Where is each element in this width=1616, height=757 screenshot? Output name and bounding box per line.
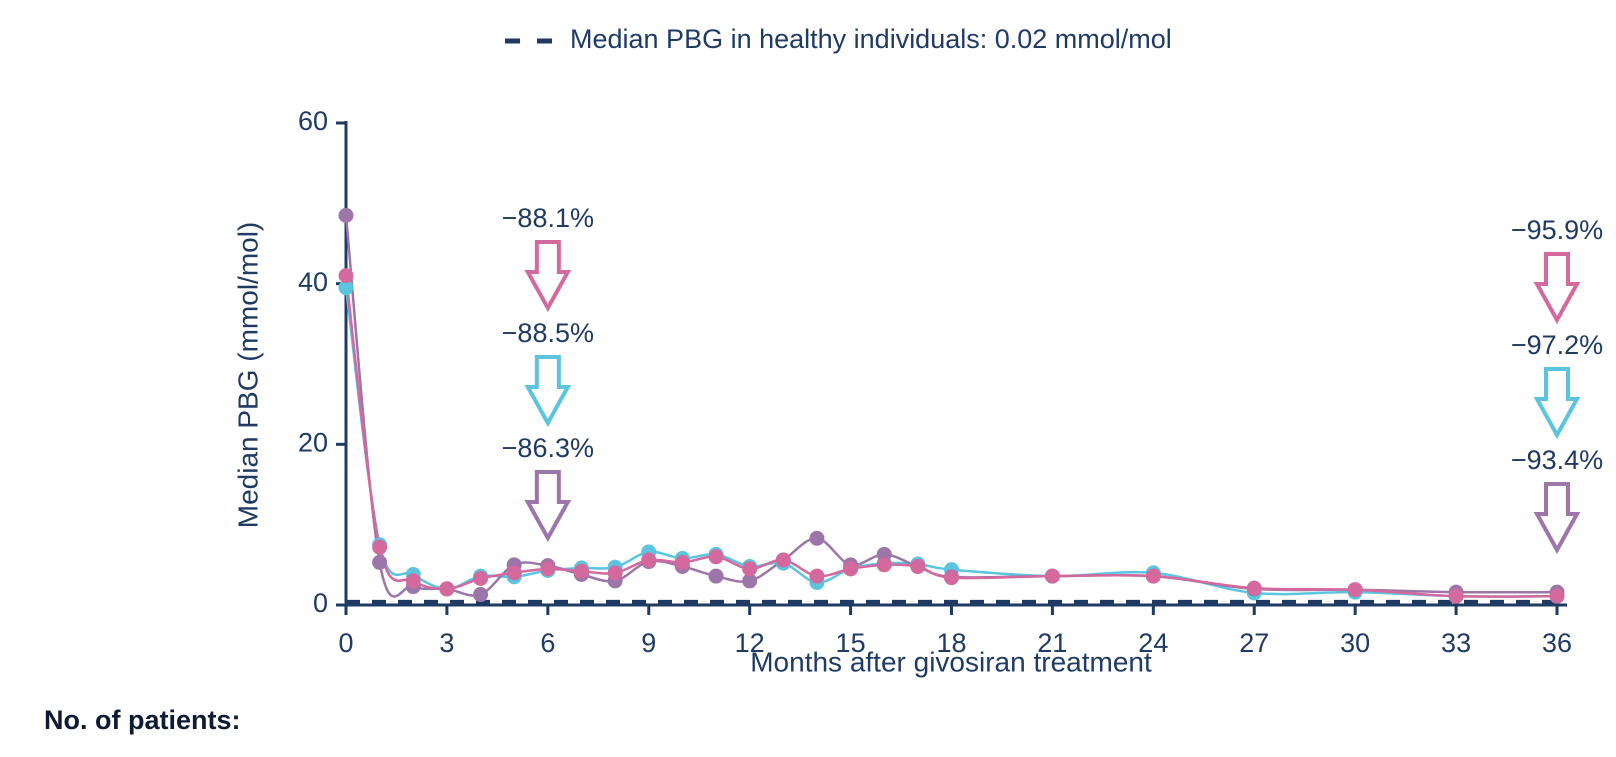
- x-tick-label: 12: [735, 628, 765, 658]
- data-point: [573, 563, 589, 579]
- series-line: [344, 275, 1558, 598]
- data-point: [506, 565, 522, 581]
- annotation-label: −95.9%: [1511, 215, 1603, 245]
- y-tick-label: 20: [298, 427, 328, 457]
- data-point: [775, 552, 791, 568]
- x-tick-label: 30: [1340, 628, 1370, 658]
- y-tick-label: 0: [313, 588, 328, 618]
- data-point: [809, 530, 825, 546]
- legend-label: Median PBG in healthy individuals: 0.02 …: [570, 24, 1172, 54]
- data-point: [708, 568, 724, 584]
- data-point: [674, 554, 690, 570]
- y-axis-title: Median PBG (mmol/mol): [232, 222, 263, 529]
- annotation-label: −88.5%: [502, 318, 594, 348]
- x-tick-label: 33: [1441, 628, 1471, 658]
- data-point: [1246, 580, 1262, 596]
- data-point: [338, 268, 354, 284]
- data-point: [809, 568, 825, 584]
- data-point: [1145, 568, 1161, 584]
- data-point: [843, 561, 859, 577]
- annotation-arrow: [524, 470, 572, 543]
- data-point: [742, 573, 758, 589]
- data-point: [910, 558, 926, 574]
- x-axis-title: Months after givosiran treatment: [750, 646, 1152, 677]
- x-tick-label: 21: [1037, 628, 1067, 658]
- annotation-label: −93.4%: [1511, 445, 1603, 475]
- data-point: [439, 581, 455, 597]
- annotation-arrow: [524, 240, 572, 313]
- data-point: [1448, 588, 1464, 604]
- x-tick-label: 6: [540, 628, 555, 658]
- data-point: [1549, 588, 1565, 604]
- annotation-arrow: [524, 355, 572, 428]
- data-point: [876, 557, 892, 573]
- annotation-label: −97.2%: [1511, 330, 1603, 360]
- y-tick-label: 60: [298, 106, 328, 136]
- data-point: [607, 565, 623, 581]
- data-point: [876, 546, 892, 562]
- data-point: [708, 549, 724, 565]
- data-point: [540, 561, 556, 577]
- data-point: [1044, 568, 1060, 584]
- x-tick-label: 24: [1138, 628, 1168, 658]
- annotation-arrow: [1533, 252, 1581, 325]
- data-point: [641, 552, 657, 568]
- data-point: [372, 554, 388, 570]
- annotation-arrow: [1533, 367, 1581, 440]
- data-point: [338, 280, 354, 296]
- data-point: [372, 539, 388, 555]
- footer: No. of patients:: [44, 705, 241, 735]
- data-point: [405, 573, 421, 589]
- annotation-arrow: [1533, 482, 1581, 555]
- annotation-label: −86.3%: [502, 433, 594, 463]
- x-tick-label: 36: [1542, 628, 1572, 658]
- x-tick-label: 0: [338, 628, 353, 658]
- data-point: [742, 561, 758, 577]
- annotation-label: −88.1%: [502, 203, 594, 233]
- data-point: [338, 207, 354, 223]
- data-point: [944, 570, 959, 586]
- x-tick-label: 15: [836, 628, 866, 658]
- x-tick-label: 3: [439, 628, 454, 658]
- y-tick-label: 40: [298, 267, 328, 297]
- data-point: [473, 587, 489, 603]
- x-tick-label: 27: [1239, 628, 1269, 658]
- x-tick-label: 18: [936, 628, 966, 658]
- data-point: [1347, 582, 1363, 598]
- data-point: [473, 570, 489, 586]
- x-tick-label: 9: [641, 628, 656, 658]
